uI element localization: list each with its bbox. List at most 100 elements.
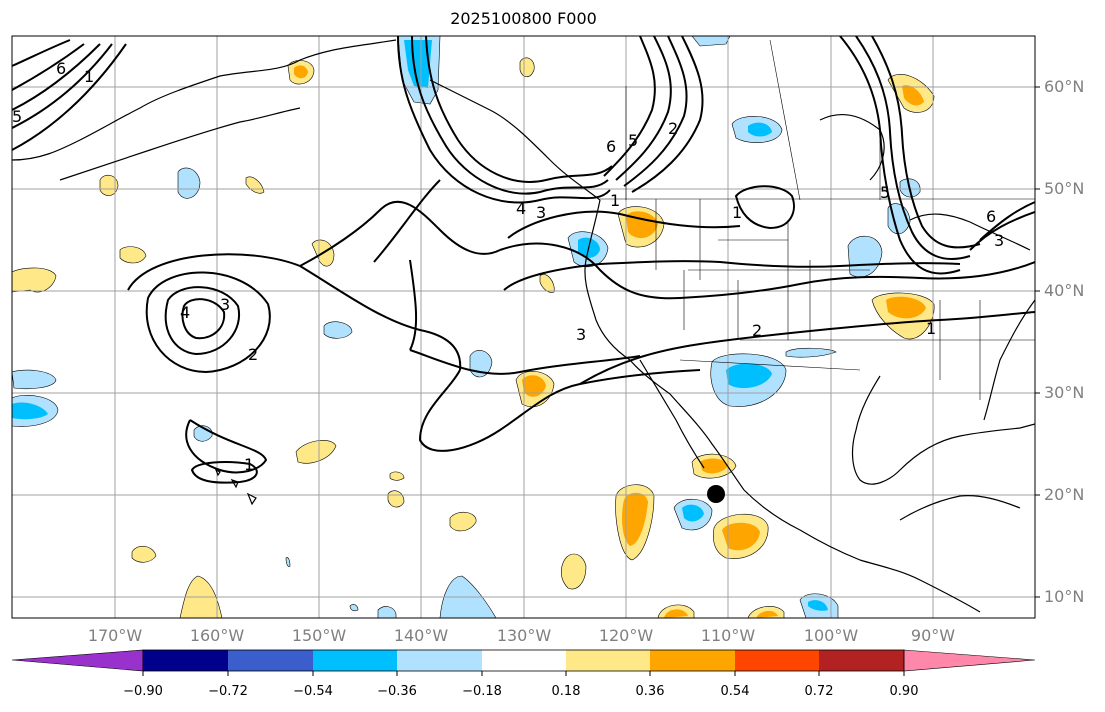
colorbar-extend-low [11, 649, 144, 672]
contour-label: 4 [516, 199, 526, 218]
yellow-anomaly [99, 174, 119, 196]
orange-anomaly [622, 492, 648, 546]
colorbar-label: −0.90 [123, 684, 163, 699]
lat-label-30n: 30°N [1044, 383, 1085, 402]
colorbar-outline [142, 649, 905, 672]
blue-anomaly [377, 606, 397, 618]
contour-line [127, 253, 462, 371]
contour-line [12, 43, 85, 91]
blue-anomaly [12, 402, 48, 420]
yellow-anomaly [119, 246, 147, 264]
colorbar-label: −0.18 [462, 684, 502, 699]
contour-line [397, 36, 611, 204]
pacific-northwest-coast [584, 199, 671, 395]
contour-line [839, 36, 961, 275]
colorbar-segment [566, 650, 650, 671]
contour-line [969, 211, 1035, 251]
contour-label: 2 [752, 321, 762, 340]
orange-anomaly [700, 458, 728, 474]
great-lakes [909, 213, 1031, 251]
yellow-anomaly [12, 267, 57, 293]
blue-anomaly [285, 557, 291, 567]
contour-line [871, 36, 981, 249]
contour-label: 1 [84, 67, 94, 86]
blue-anomaly [177, 167, 201, 199]
yellow-anomaly [389, 471, 405, 481]
contour-line [373, 179, 441, 263]
yellow-anomaly [560, 553, 587, 590]
orange-anomaly [886, 296, 926, 319]
colorbar-label: 0.54 [720, 684, 750, 699]
orange-anomaly [902, 85, 924, 106]
contour-line [855, 36, 971, 260]
contour-line [507, 210, 741, 239]
colorbar-segment [735, 650, 819, 671]
lon-label-100w: 100°W [803, 626, 859, 645]
tick-marks [1035, 86, 1040, 598]
lon-label-160w: 160°W [189, 626, 245, 645]
lon-label-120w: 120°W [598, 626, 654, 645]
colorbar-segment [143, 650, 228, 671]
contour-line [164, 286, 241, 356]
contour-line [409, 349, 641, 375]
yellow-anomaly [295, 440, 337, 464]
contour-label: 3 [536, 203, 546, 222]
contour-label: 6 [56, 59, 66, 78]
yellow-anomaly [519, 57, 535, 78]
lat-label-50n: 50°N [1044, 179, 1085, 198]
contour-line [12, 43, 101, 111]
contour-label: 3 [220, 295, 230, 314]
hawaii [214, 468, 257, 506]
graticule [12, 36, 1035, 618]
blue-anomaly [349, 604, 359, 612]
contour-line [185, 419, 268, 474]
lat-label-60n: 60°N [1044, 77, 1085, 96]
colorbar-label: −0.54 [293, 684, 333, 699]
contour-label: 1 [732, 203, 742, 222]
colorbar-segment [397, 650, 482, 671]
blue-anomaly [748, 122, 772, 137]
colorbar-extend-high [903, 649, 1036, 672]
storm-marker [707, 485, 725, 503]
contour-line [181, 298, 226, 340]
colorbar-segment [482, 650, 566, 671]
contour-line [12, 43, 113, 129]
orange-anomaly [522, 375, 546, 397]
contour-line [409, 259, 418, 351]
alaska-coast [12, 39, 397, 161]
blue-anomaly [682, 504, 704, 522]
orange-anomaly [756, 610, 778, 618]
contour-line [145, 271, 271, 374]
lat-label-20n: 20°N [1044, 485, 1085, 504]
lon-label-150w: 150°W [291, 626, 347, 645]
contour-line [425, 36, 613, 183]
colorbar [11, 649, 1036, 676]
blue-anomaly [847, 235, 883, 278]
colorbar-label: 0.18 [551, 684, 581, 699]
yellow-anomaly [387, 490, 405, 508]
colorbar-segment [313, 650, 397, 671]
contour-line [603, 36, 656, 177]
lon-label-130w: 130°W [496, 626, 552, 645]
east-coast [983, 299, 1035, 421]
contour-line [12, 39, 71, 67]
contour-lines [12, 36, 1035, 484]
baja-california [639, 359, 745, 491]
alaska-peninsula [59, 107, 301, 181]
contour-line [623, 36, 688, 187]
contour-line [734, 185, 795, 230]
lat-label-40n: 40°N [1044, 281, 1085, 300]
lon-label-140w: 140°W [393, 626, 449, 645]
lon-label-110w: 110°W [700, 626, 756, 645]
orange-anomaly [294, 65, 308, 79]
contour-line [12, 43, 127, 151]
contour-line [631, 36, 704, 193]
contour-label: 2 [248, 345, 258, 364]
contour-line [190, 461, 258, 484]
colorbar-label: −0.72 [208, 684, 248, 699]
colorbar-label: 0.90 [889, 684, 919, 699]
blue-anomaly [323, 321, 353, 339]
contour-label: 1 [244, 455, 254, 474]
political-borders [600, 39, 1035, 400]
